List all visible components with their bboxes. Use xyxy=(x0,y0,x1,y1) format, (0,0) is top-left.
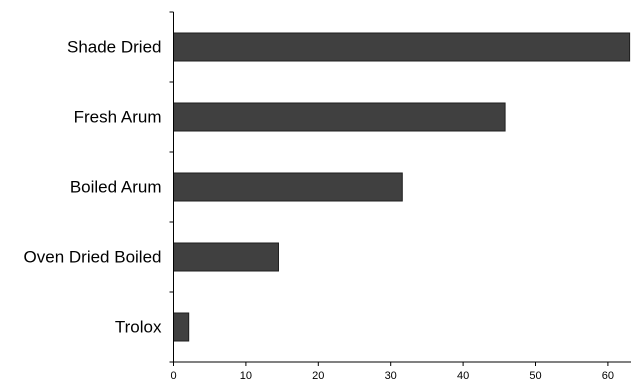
bar-trolox xyxy=(173,312,190,342)
bar-fresh-arum xyxy=(173,102,506,132)
x-tick-label: 0 xyxy=(170,370,176,382)
y-axis-ticks-group xyxy=(169,11,174,363)
x-tick-label: 10 xyxy=(240,370,252,382)
x-tick-label: 30 xyxy=(385,370,397,382)
category-label: Oven Dried Boiled xyxy=(24,248,162,267)
bar-oven-dried-boiled xyxy=(173,242,279,272)
bar-shade-dried xyxy=(173,32,631,62)
x-tick-label: 40 xyxy=(457,370,469,382)
category-label: Shade Dried xyxy=(67,38,162,57)
category-labels-group: Shade Dried Fresh Arum Boiled Arum Oven Dri… xyxy=(24,38,162,337)
x-tick-label: 60 xyxy=(602,370,614,382)
bars-group xyxy=(173,32,631,342)
category-label: Trolox xyxy=(115,318,162,337)
bar-boiled-arum xyxy=(173,172,403,202)
category-label: Boiled Arum xyxy=(70,178,162,197)
x-axis-ticks-group: 0 10 20 30 40 50 60 xyxy=(170,362,614,382)
x-tick-label: 50 xyxy=(529,370,541,382)
category-label: Fresh Arum xyxy=(74,108,162,127)
x-tick-label: 20 xyxy=(312,370,324,382)
